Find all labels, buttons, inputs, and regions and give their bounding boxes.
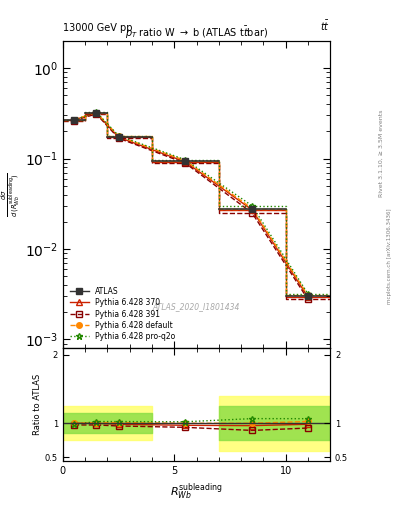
- Y-axis label: $\frac{d\sigma}{d\,(R_{Wb}^{\rm subleading})}$: $\frac{d\sigma}{d\,(R_{Wb}^{\rm subleadi…: [0, 173, 22, 217]
- Legend: ATLAS, Pythia 6.428 370, Pythia 6.428 391, Pythia 6.428 default, Pythia 6.428 pr: ATLAS, Pythia 6.428 370, Pythia 6.428 39…: [67, 284, 178, 345]
- X-axis label: $R_{Wb}^{\rm subleading}$: $R_{Wb}^{\rm subleading}$: [170, 481, 223, 502]
- Y-axis label: Ratio to ATLAS: Ratio to ATLAS: [33, 374, 42, 435]
- ATLAS: [72, 117, 76, 123]
- Text: Rivet 3.1.10, ≥ 3.5M events: Rivet 3.1.10, ≥ 3.5M events: [379, 110, 384, 197]
- Text: 13000 GeV pp: 13000 GeV pp: [63, 23, 132, 33]
- Line: ATLAS: ATLAS: [71, 110, 310, 299]
- ATLAS: [183, 158, 188, 164]
- ATLAS: [116, 134, 121, 140]
- Title: $p_T$ ratio W $\rightarrow$ b (ATLAS t$\bar{t}$bar): $p_T$ ratio W $\rightarrow$ b (ATLAS t$\…: [125, 25, 268, 41]
- ATLAS: [305, 293, 310, 300]
- Text: mcplots.cern.ch [arXiv:1306.3436]: mcplots.cern.ch [arXiv:1306.3436]: [387, 208, 391, 304]
- ATLAS: [250, 205, 255, 211]
- Text: $t\bar{t}$: $t\bar{t}$: [320, 19, 330, 33]
- ATLAS: [94, 110, 99, 116]
- Text: ATLAS_2020_I1801434: ATLAS_2020_I1801434: [153, 302, 240, 311]
